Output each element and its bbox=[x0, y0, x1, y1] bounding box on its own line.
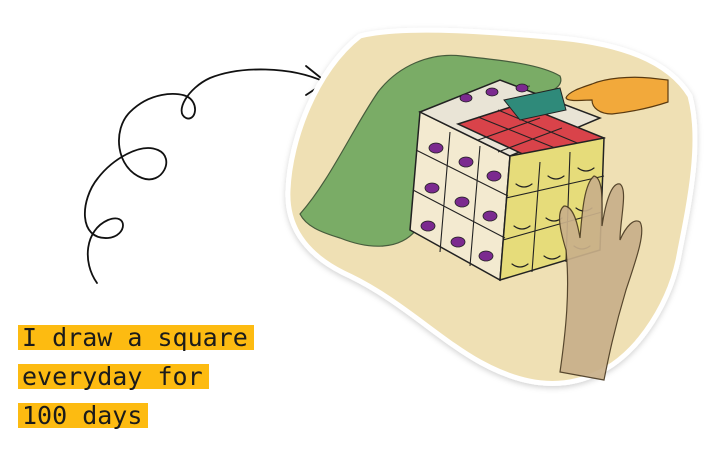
caption: I draw a square everyday for 100 days bbox=[18, 318, 254, 435]
caption-line-1: I draw a square bbox=[18, 325, 254, 350]
caption-line-2: everyday for bbox=[18, 364, 209, 389]
beige-hand bbox=[558, 175, 643, 381]
orange-hand bbox=[565, 76, 669, 115]
purple-eyes bbox=[420, 83, 529, 262]
caption-line-3: 100 days bbox=[18, 403, 149, 428]
